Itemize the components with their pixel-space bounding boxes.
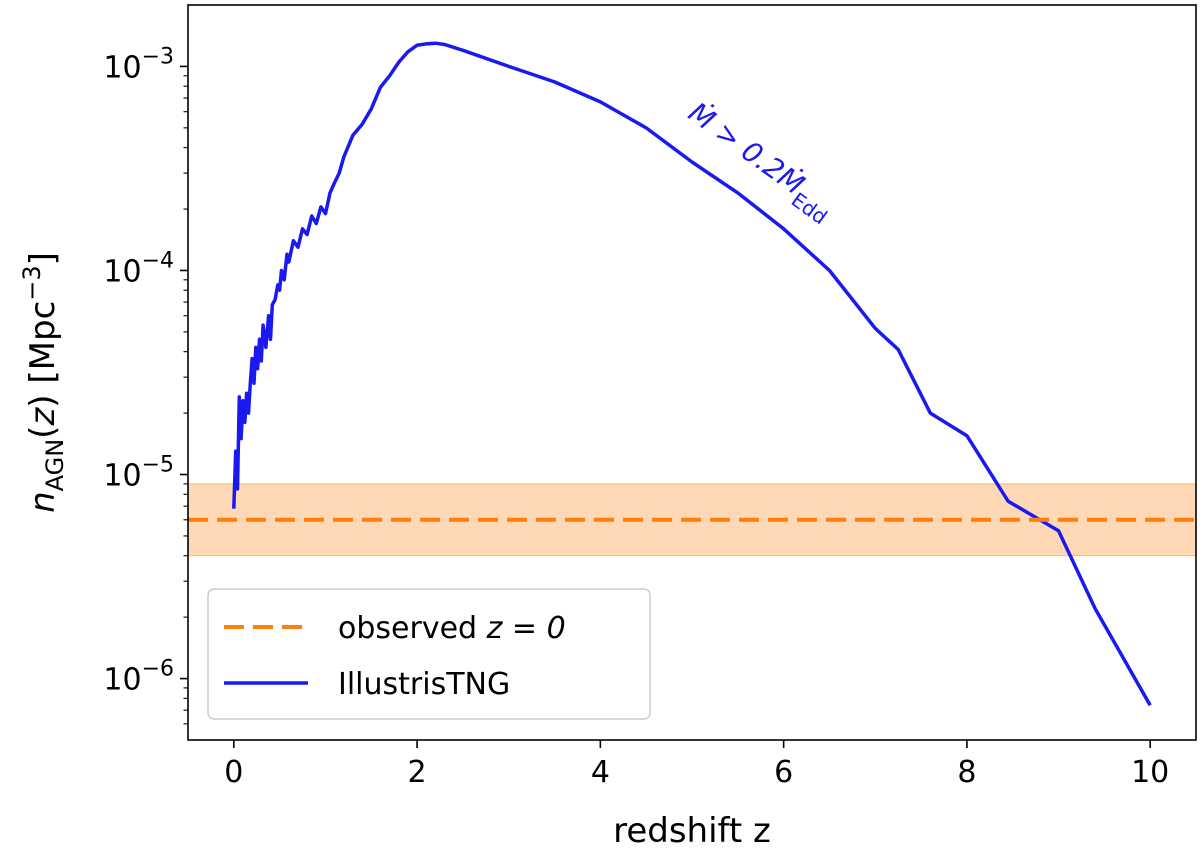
x-tick-label: 4 xyxy=(591,755,610,790)
axes-frame xyxy=(187,4,1197,741)
y-tick-label: 10−6 xyxy=(103,657,174,698)
series-line-illustristng xyxy=(232,41,1152,707)
x-tick-label: 10 xyxy=(1131,755,1169,790)
plot-area xyxy=(188,41,1196,707)
x-tick-label: 6 xyxy=(774,755,793,790)
legend-box xyxy=(207,588,651,720)
legend-label: observed z = 0 xyxy=(338,611,566,646)
y-tick-label: 10−4 xyxy=(103,248,174,289)
x-tick-label: 2 xyxy=(408,755,427,790)
y-tick-label: 10−5 xyxy=(103,453,174,494)
y-tick-label: 10−3 xyxy=(103,44,174,85)
legend: observed z = 0 IllustrisTNG xyxy=(207,588,651,720)
axes: 0 2 4 6 8 10 10−3 10−4 10−5 10−6 redshift z nAGN(z)… xyxy=(18,4,1197,850)
x-tick-label: 0 xyxy=(224,755,243,790)
x-axis-title: redshift z xyxy=(613,811,771,850)
x-tick-label: 8 xyxy=(957,755,976,790)
legend-label: IllustrisTNG xyxy=(338,667,510,702)
y-axis-title: nAGN(z) [Mpc−3] xyxy=(18,252,69,513)
plot-inner xyxy=(188,41,1196,707)
